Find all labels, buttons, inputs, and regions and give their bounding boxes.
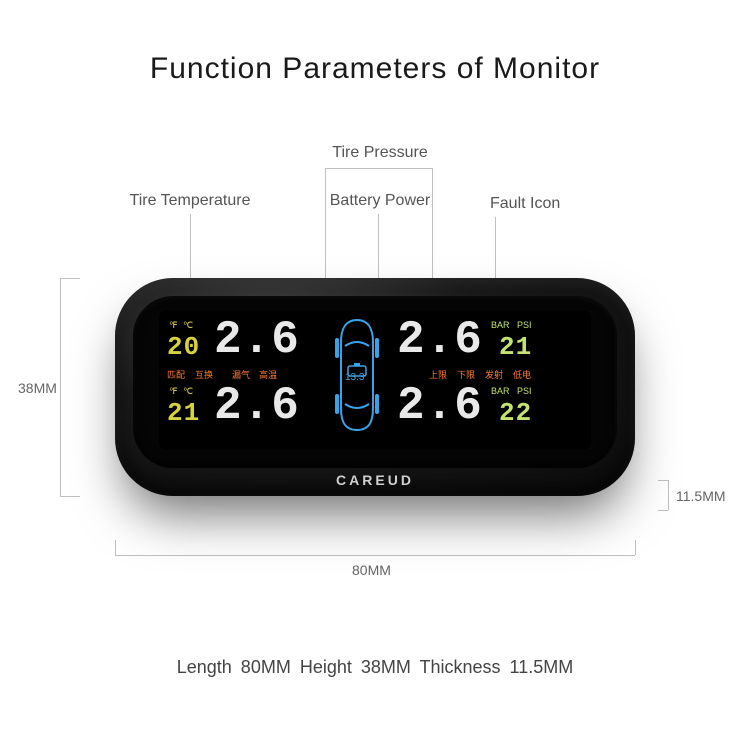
dim-tick (658, 510, 668, 511)
rl-pressure-value: 2.6 (214, 380, 300, 432)
dim-tick (60, 278, 80, 279)
leader-line (325, 168, 433, 169)
dim-tick (60, 496, 80, 497)
fr-psi-value: 21 (499, 332, 532, 362)
cn-label: 互换 (195, 368, 213, 381)
cn-label: 发射 (485, 368, 503, 381)
tpms-monitor-device: ℉ ℃ 20 2.6 2.6 BAR PSI 21 匹配 互换 漏气 高温 上限… (115, 278, 635, 496)
callout-tire-pressure: Tire Pressure (300, 144, 460, 162)
dim-bracket (668, 480, 669, 510)
dim-bracket (60, 278, 61, 496)
dim-tick (658, 480, 668, 481)
fr-pressure-value: 2.6 (397, 314, 483, 366)
temp-unit-f: ℉ (169, 320, 178, 331)
cn-label: 低电 (513, 368, 531, 381)
page-title: Function Parameters of Monitor (0, 52, 750, 86)
bar-label: BAR (491, 320, 510, 330)
battery-value: 13.3 (345, 372, 364, 383)
dim-tick (115, 540, 116, 555)
rl-temp-value: 21 (167, 398, 200, 428)
fl-temp-value: 20 (167, 332, 200, 362)
rr-psi-value: 22 (499, 398, 532, 428)
callout-fault-icon: Fault Icon (490, 195, 610, 213)
temp-unit-c: ℃ (183, 320, 193, 331)
cn-label: 匹配 (167, 368, 185, 381)
dim-tick (635, 540, 636, 555)
psi-label: PSI (517, 320, 532, 330)
bar-label: BAR (491, 386, 510, 396)
rr-pressure-value: 2.6 (397, 380, 483, 432)
callout-battery-power: Battery Power (300, 192, 460, 210)
dim-bracket (115, 555, 635, 556)
callout-tire-temperature: Tire Temperature (100, 192, 280, 210)
brand-label: CAREUD (115, 472, 635, 488)
temp-unit-c: ℃ (183, 386, 193, 397)
dimension-summary: Length 80MM Height 38MM Thickness 11.5MM (0, 657, 750, 678)
dim-thickness-label: 11.5MM (676, 488, 726, 504)
temp-unit-f: ℉ (169, 386, 178, 397)
dim-height-label: 38MM (18, 380, 57, 396)
fl-pressure-value: 2.6 (214, 314, 300, 366)
psi-label: PSI (517, 386, 532, 396)
device-screen: ℉ ℃ 20 2.6 2.6 BAR PSI 21 匹配 互换 漏气 高温 上限… (159, 310, 591, 450)
dim-width-label: 80MM (352, 562, 391, 578)
